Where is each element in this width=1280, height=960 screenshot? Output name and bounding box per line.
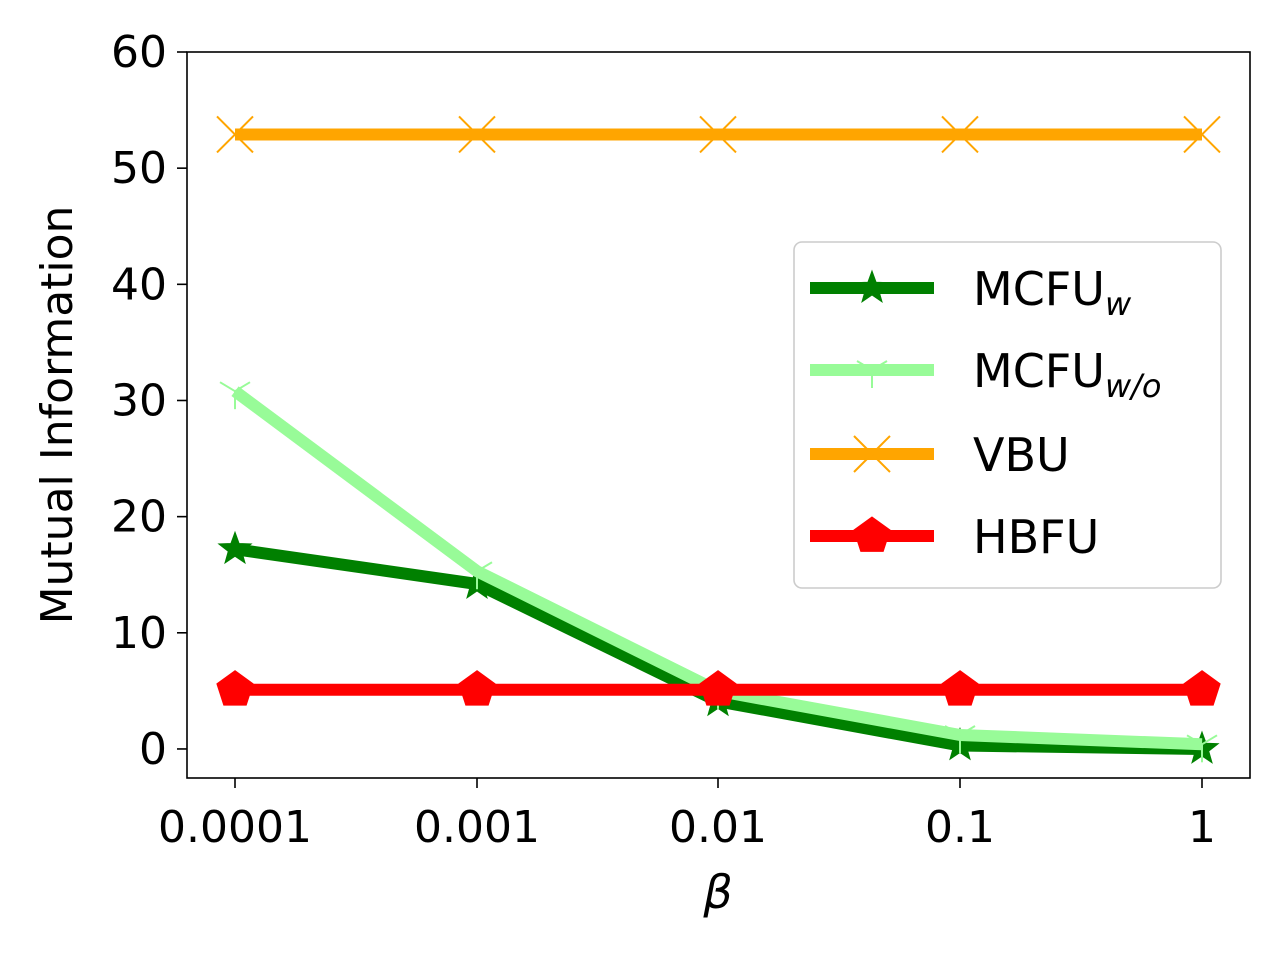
legend-label-subscript: w bbox=[1105, 285, 1132, 323]
legend-label-subscript: w/o bbox=[1105, 367, 1162, 405]
legend-label-name: VBU bbox=[973, 428, 1070, 482]
data-point bbox=[461, 561, 493, 590]
x-axis: 0.0001 0.001 0.01 0.1 1 bbox=[158, 778, 1216, 853]
x-marker-stroke bbox=[853, 435, 891, 473]
legend-label-name: HBFU bbox=[973, 510, 1099, 564]
y-tick-label: 40 bbox=[111, 259, 167, 310]
tri-marker-stroke bbox=[1186, 734, 1203, 746]
legend-box bbox=[793, 241, 1222, 589]
y-tick-label: 20 bbox=[111, 492, 167, 543]
x-marker-stroke bbox=[941, 115, 979, 154]
data-point bbox=[941, 670, 979, 706]
legend-label: MCFUw bbox=[973, 262, 1132, 323]
x-marker-stroke bbox=[216, 115, 254, 154]
legend-label-name: MCFU bbox=[973, 262, 1105, 316]
series-layer bbox=[216, 115, 1221, 764]
y-axis: 0 10 20 30 40 50 60 bbox=[111, 27, 187, 775]
tri-marker-stroke bbox=[461, 561, 478, 573]
x-tick-label: 0.001 bbox=[414, 802, 540, 853]
legend-label: HBFU bbox=[973, 510, 1099, 564]
legend-item: VBU bbox=[810, 428, 1070, 482]
series-hbfu bbox=[216, 670, 1221, 706]
data-point bbox=[458, 115, 496, 154]
x-marker-stroke bbox=[1183, 115, 1221, 154]
y-tick-label: 30 bbox=[111, 375, 167, 426]
data-point bbox=[1183, 115, 1221, 154]
series-vbu bbox=[216, 115, 1221, 154]
legend-item: MCFUw bbox=[810, 262, 1132, 323]
data-point bbox=[944, 725, 976, 754]
x-marker-stroke bbox=[699, 115, 737, 154]
legend-label-name: MCFU bbox=[973, 344, 1105, 398]
data-point bbox=[1186, 734, 1218, 763]
data-point bbox=[216, 115, 254, 154]
x-marker-stroke bbox=[458, 115, 496, 154]
legend-item: MCFUw/o bbox=[810, 344, 1161, 405]
x-axis-label: β bbox=[702, 865, 732, 919]
legend-marker bbox=[856, 360, 888, 388]
data-point bbox=[699, 115, 737, 154]
tri-marker-stroke bbox=[959, 725, 976, 736]
y-tick-label: 10 bbox=[111, 608, 167, 659]
tri-marker-stroke bbox=[219, 381, 236, 393]
tri-marker-stroke bbox=[856, 360, 873, 371]
x-tick-label: 0.0001 bbox=[158, 802, 312, 853]
legend-marker bbox=[853, 435, 891, 473]
tri-marker-stroke bbox=[944, 725, 961, 736]
legend-label: MCFUw/o bbox=[973, 344, 1161, 405]
axes-layer: 0 10 20 30 40 50 60 0.0001 0.001 0.01 0.1 1 β Mutual … bbox=[32, 27, 1251, 919]
data-point bbox=[216, 670, 254, 706]
data-point bbox=[219, 381, 251, 410]
tri-marker-stroke bbox=[234, 381, 251, 393]
y-axis-label: Mutual Information bbox=[32, 206, 83, 625]
legend-label: VBU bbox=[973, 428, 1070, 482]
data-point bbox=[217, 530, 253, 565]
y-tick-label: 60 bbox=[111, 27, 167, 78]
y-tick-label: 50 bbox=[111, 143, 167, 194]
data-point bbox=[699, 670, 737, 706]
data-point bbox=[458, 670, 496, 706]
legend-marker bbox=[854, 269, 890, 303]
legend-marker bbox=[853, 516, 891, 552]
data-point bbox=[941, 115, 979, 154]
tri-marker-stroke bbox=[1201, 734, 1218, 746]
tri-marker-stroke bbox=[871, 360, 888, 371]
x-tick-label: 1 bbox=[1188, 802, 1216, 853]
data-point bbox=[1183, 670, 1221, 706]
x-tick-label: 0.01 bbox=[669, 802, 767, 853]
tri-marker-stroke bbox=[476, 561, 493, 573]
y-tick-label: 0 bbox=[139, 724, 167, 775]
legend-item: HBFU bbox=[810, 510, 1099, 564]
x-tick-label: 0.1 bbox=[925, 802, 995, 853]
